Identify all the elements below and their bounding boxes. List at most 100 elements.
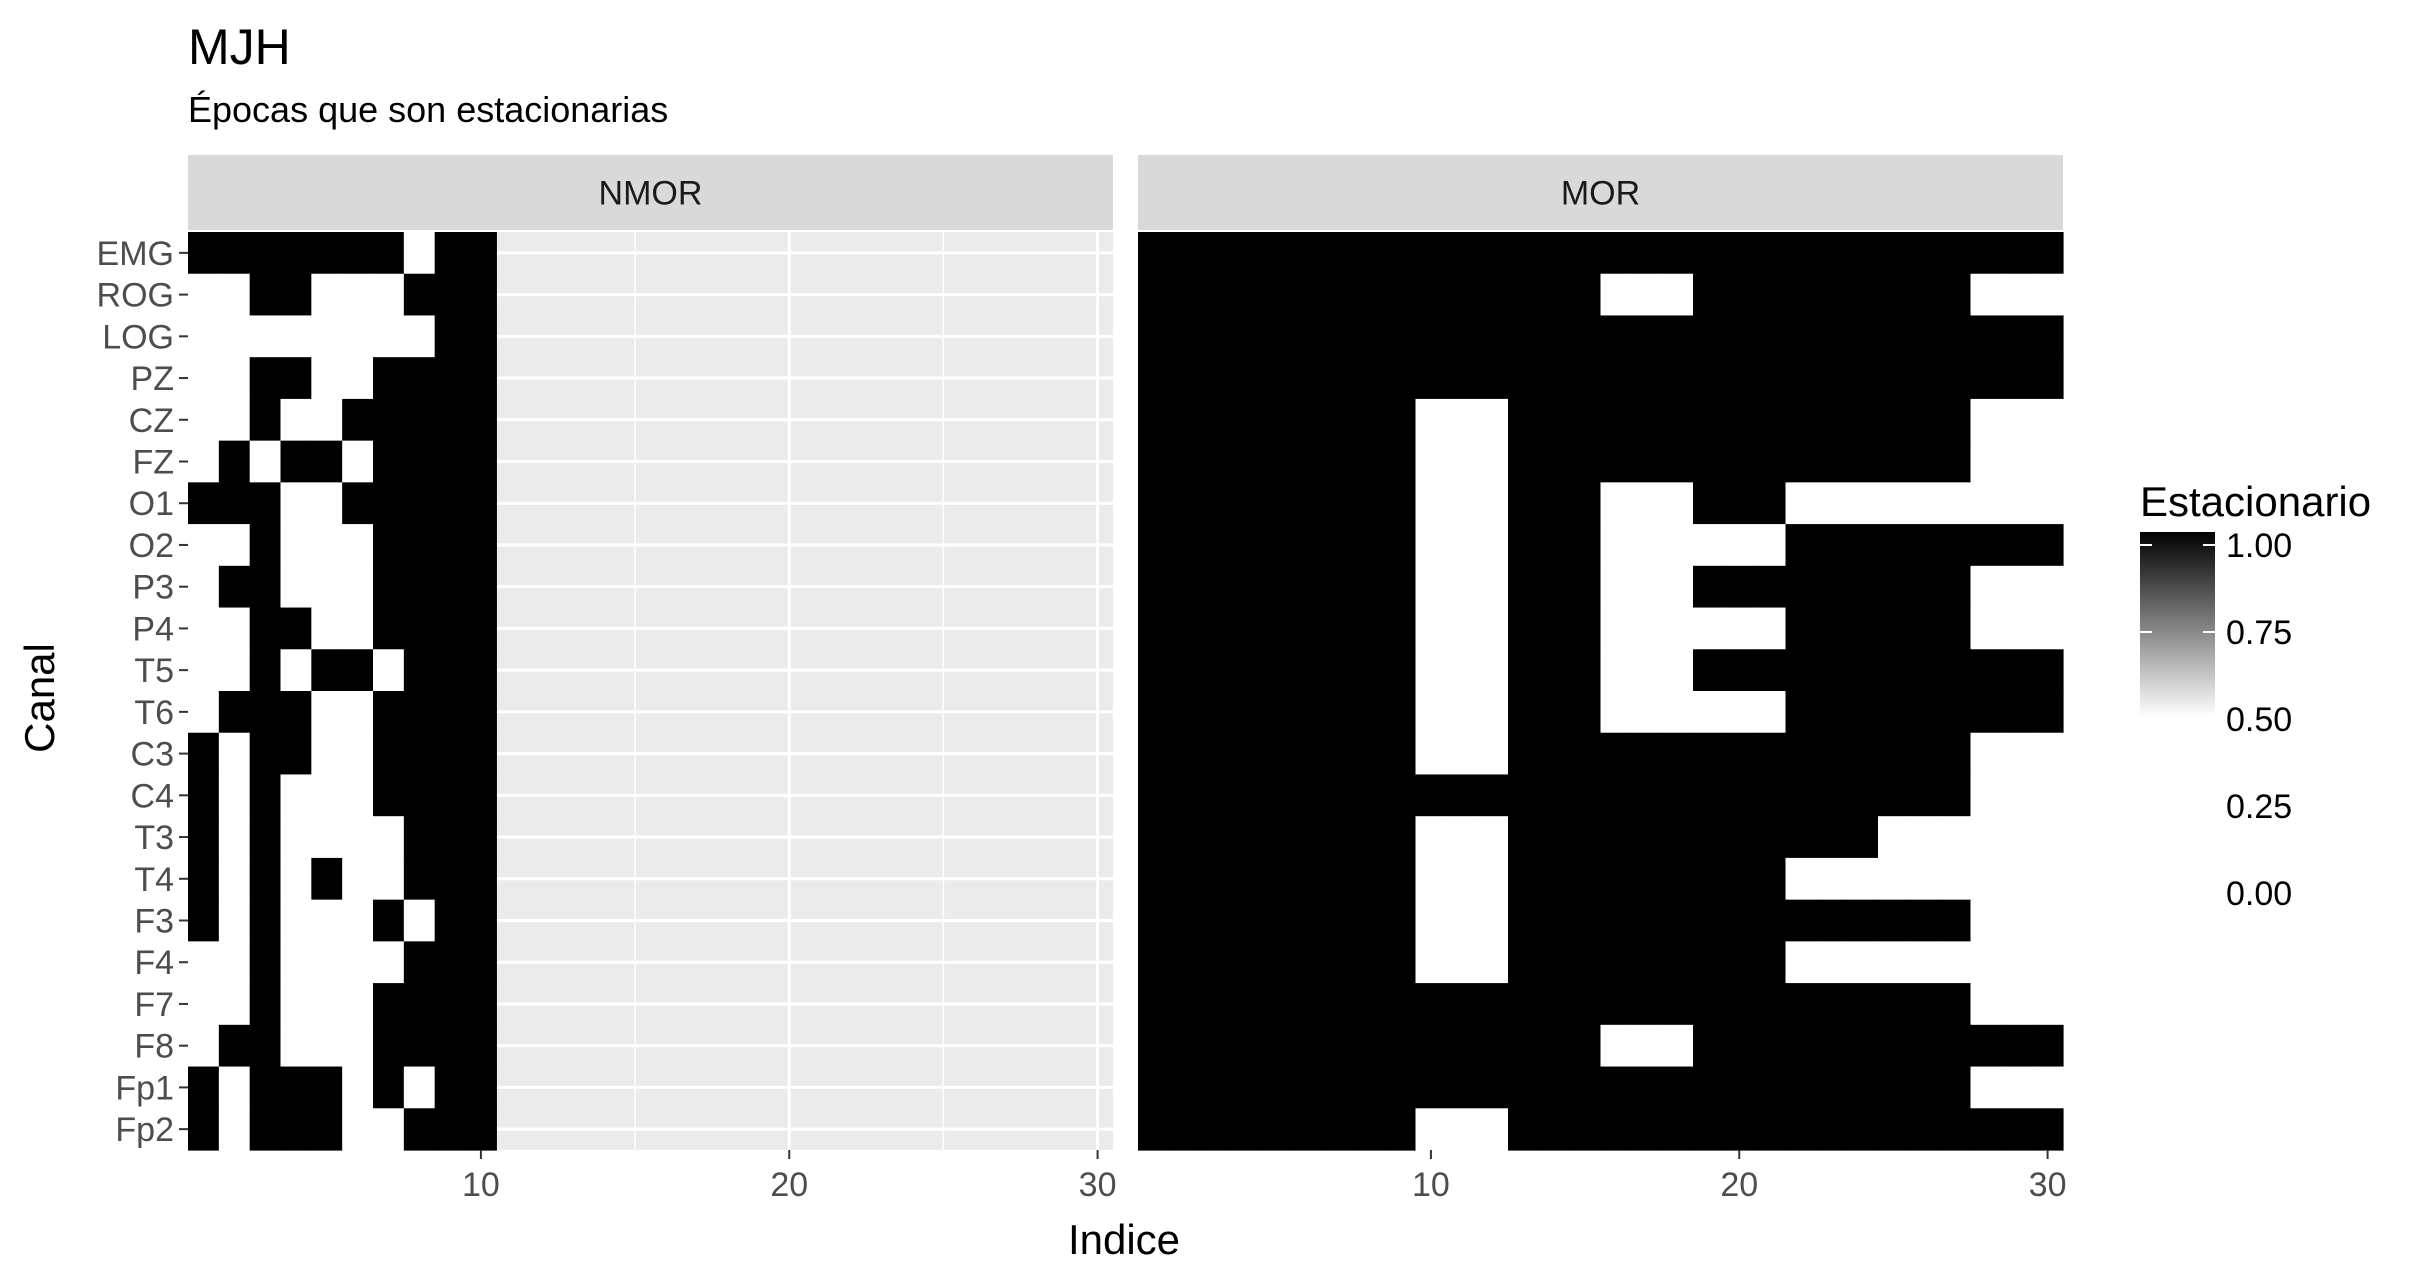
heatmap-cell <box>1878 398 1910 442</box>
x-axis-title: Indice <box>1068 1216 1180 1263</box>
heatmap-cell <box>1230 1108 1262 1151</box>
heatmap-cell <box>1939 607 1972 650</box>
heatmap-cell <box>373 1108 405 1151</box>
heatmap-cell <box>1199 1066 1232 1109</box>
heatmap-cell <box>1415 565 1447 609</box>
heatmap-cell <box>1261 440 1293 483</box>
heatmap-cell <box>1970 857 2002 901</box>
heatmap-cell <box>1168 357 1201 400</box>
heatmap-cell <box>465 398 497 442</box>
heatmap-cell <box>1508 232 1540 275</box>
heatmap-cell <box>1908 440 1941 483</box>
heatmap-cell <box>188 1066 220 1109</box>
heatmap-cell <box>1199 357 1232 400</box>
heatmap-cell <box>1353 357 1386 400</box>
heatmap-cell <box>188 857 220 901</box>
heatmap-cell <box>1970 315 2002 358</box>
heatmap-cell <box>1600 816 1632 859</box>
heatmap-cell <box>1384 649 1417 692</box>
heatmap-cell <box>434 482 467 525</box>
heatmap-cell <box>1569 857 1602 901</box>
heatmap-cell <box>311 524 343 567</box>
heatmap-cell <box>1415 440 1447 483</box>
heatmap-cell <box>1477 649 1509 692</box>
heatmap-cell <box>1847 649 1879 692</box>
heatmap-cell <box>1847 857 1879 901</box>
heatmap-cell <box>1323 899 1355 942</box>
heatmap-cell <box>1168 649 1201 692</box>
heatmap-cell <box>1631 482 1663 525</box>
heatmap-cell <box>1168 816 1201 859</box>
heatmap-cell <box>188 315 220 358</box>
heatmap-cell <box>434 440 467 483</box>
heatmap-cell <box>311 899 343 942</box>
y-tick-label: T3 <box>134 819 174 857</box>
heatmap-cell <box>465 691 497 734</box>
heatmap-cell <box>1723 1066 1756 1109</box>
heatmap-cell <box>188 232 220 275</box>
heatmap-cell <box>403 732 436 776</box>
heatmap-cell <box>1292 482 1324 525</box>
chart-title: MJH <box>188 19 291 75</box>
heatmap-cell <box>1723 607 1756 650</box>
heatmap-cell <box>1446 398 1478 442</box>
y-tick-label: CZ <box>129 402 174 440</box>
heatmap-cell <box>280 1108 312 1151</box>
heatmap-cell <box>188 524 220 567</box>
heatmap-cell <box>2032 565 2064 609</box>
heatmap-cell <box>1847 357 1879 400</box>
heatmap-cell <box>2032 691 2064 734</box>
heatmap-cell <box>1446 1066 1478 1109</box>
heatmap-cell <box>2032 1108 2064 1151</box>
heatmap-cell <box>1939 524 1972 567</box>
heatmap-cell <box>1723 691 1756 734</box>
heatmap-cell <box>1631 1066 1663 1109</box>
heatmap-cell <box>1723 482 1756 525</box>
heatmap-cell <box>218 1066 251 1109</box>
heatmap-cell <box>311 315 343 358</box>
x-tick-label: 20 <box>1720 1166 1758 1204</box>
y-tick-label: C3 <box>131 736 174 774</box>
heatmap-cell <box>1631 273 1663 317</box>
heatmap-cell <box>1816 732 1848 776</box>
heatmap-cell <box>465 774 497 817</box>
heatmap-cell <box>1693 941 1725 984</box>
heatmap-cell <box>465 816 497 859</box>
heatmap-cell <box>1446 524 1478 567</box>
heatmap-cell <box>2032 732 2064 776</box>
heatmap-cell <box>1847 941 1879 984</box>
heatmap-cell <box>1446 357 1478 400</box>
heatmap-cell <box>1908 732 1941 776</box>
heatmap-cell <box>1785 565 1817 609</box>
heatmap-cell <box>1631 649 1663 692</box>
heatmap-cell <box>434 1066 467 1109</box>
heatmap-cell <box>1261 482 1293 525</box>
panel-nmor: NMOR 10 20 30 <box>188 155 1116 1204</box>
heatmap-cell <box>2032 357 2064 400</box>
heatmap-cell <box>342 482 374 525</box>
heatmap-cell <box>373 232 405 275</box>
heatmap-cell <box>1415 691 1447 734</box>
heatmap-cell <box>1693 857 1725 901</box>
y-tick-label: T5 <box>134 652 174 690</box>
heatmap-cell <box>2032 315 2064 358</box>
heatmap-cell <box>1785 315 1817 358</box>
heatmap-cell <box>1199 941 1232 984</box>
heatmap-cell <box>465 482 497 525</box>
heatmap-cell <box>1908 398 1941 442</box>
heatmap-cell <box>311 941 343 984</box>
heatmap-cell <box>403 232 436 275</box>
heatmap-cell <box>311 732 343 776</box>
heatmap-cell <box>1415 899 1447 942</box>
heatmap-cell <box>1199 482 1232 525</box>
heatmap-cell <box>2001 1108 2033 1151</box>
heatmap-cell <box>1415 482 1447 525</box>
heatmap-cell <box>249 482 282 525</box>
heatmap-cell <box>1477 816 1509 859</box>
heatmap-cell <box>465 941 497 984</box>
heatmap-cell <box>280 357 312 400</box>
heatmap-cell <box>1970 691 2002 734</box>
heatmap-cell <box>280 983 312 1026</box>
heatmap-cell <box>1939 1024 1972 1068</box>
heatmap-cell <box>2032 524 2064 567</box>
